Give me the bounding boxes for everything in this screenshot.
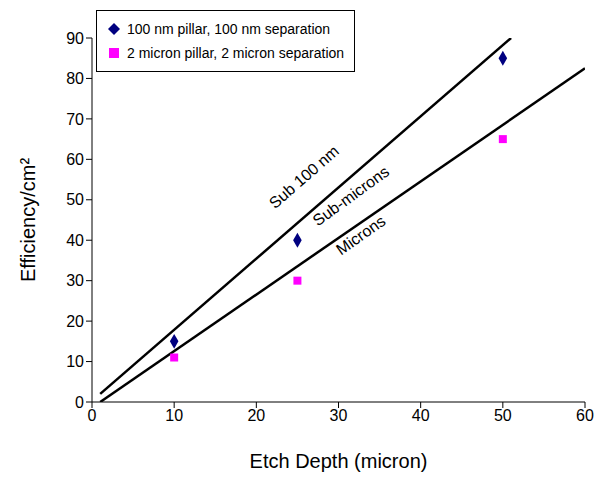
svg-text:50: 50: [494, 407, 512, 424]
svg-text:50: 50: [66, 191, 84, 208]
svg-text:10: 10: [165, 407, 183, 424]
svg-text:0: 0: [88, 407, 97, 424]
html-text:2 micron pillar, 2 micron sepa: 2 micron pillar, 2 micron separation: [127, 45, 345, 61]
svg-text:Etch Depth (micron): Etch Depth (micron): [250, 450, 428, 472]
svg-text:Sub 100 nm: Sub 100 nm: [265, 142, 343, 212]
svg-text:0: 0: [75, 394, 84, 411]
svg-text:20: 20: [247, 407, 265, 424]
svg-text:Microns: Microns: [333, 212, 389, 258]
svg-text:70: 70: [66, 111, 84, 128]
svg-text:Efficiency/cm²: Efficiency/cm²: [17, 158, 39, 282]
svg-text:80: 80: [66, 70, 84, 87]
html-text:100 nm pillar, 100 nm separati: 100 nm pillar, 100 nm separation: [127, 21, 331, 37]
svg-text:60: 60: [576, 407, 594, 424]
svg-text:10: 10: [66, 353, 84, 370]
svg-text:Sub-microns: Sub-microns: [309, 162, 393, 230]
svg-text:90: 90: [66, 30, 84, 47]
svg-text:30: 30: [66, 272, 84, 289]
svg-text:40: 40: [412, 407, 430, 424]
svg-text:60: 60: [66, 151, 84, 168]
svg-text:30: 30: [330, 407, 348, 424]
svg-text:40: 40: [66, 232, 84, 249]
svg-text:20: 20: [66, 313, 84, 330]
